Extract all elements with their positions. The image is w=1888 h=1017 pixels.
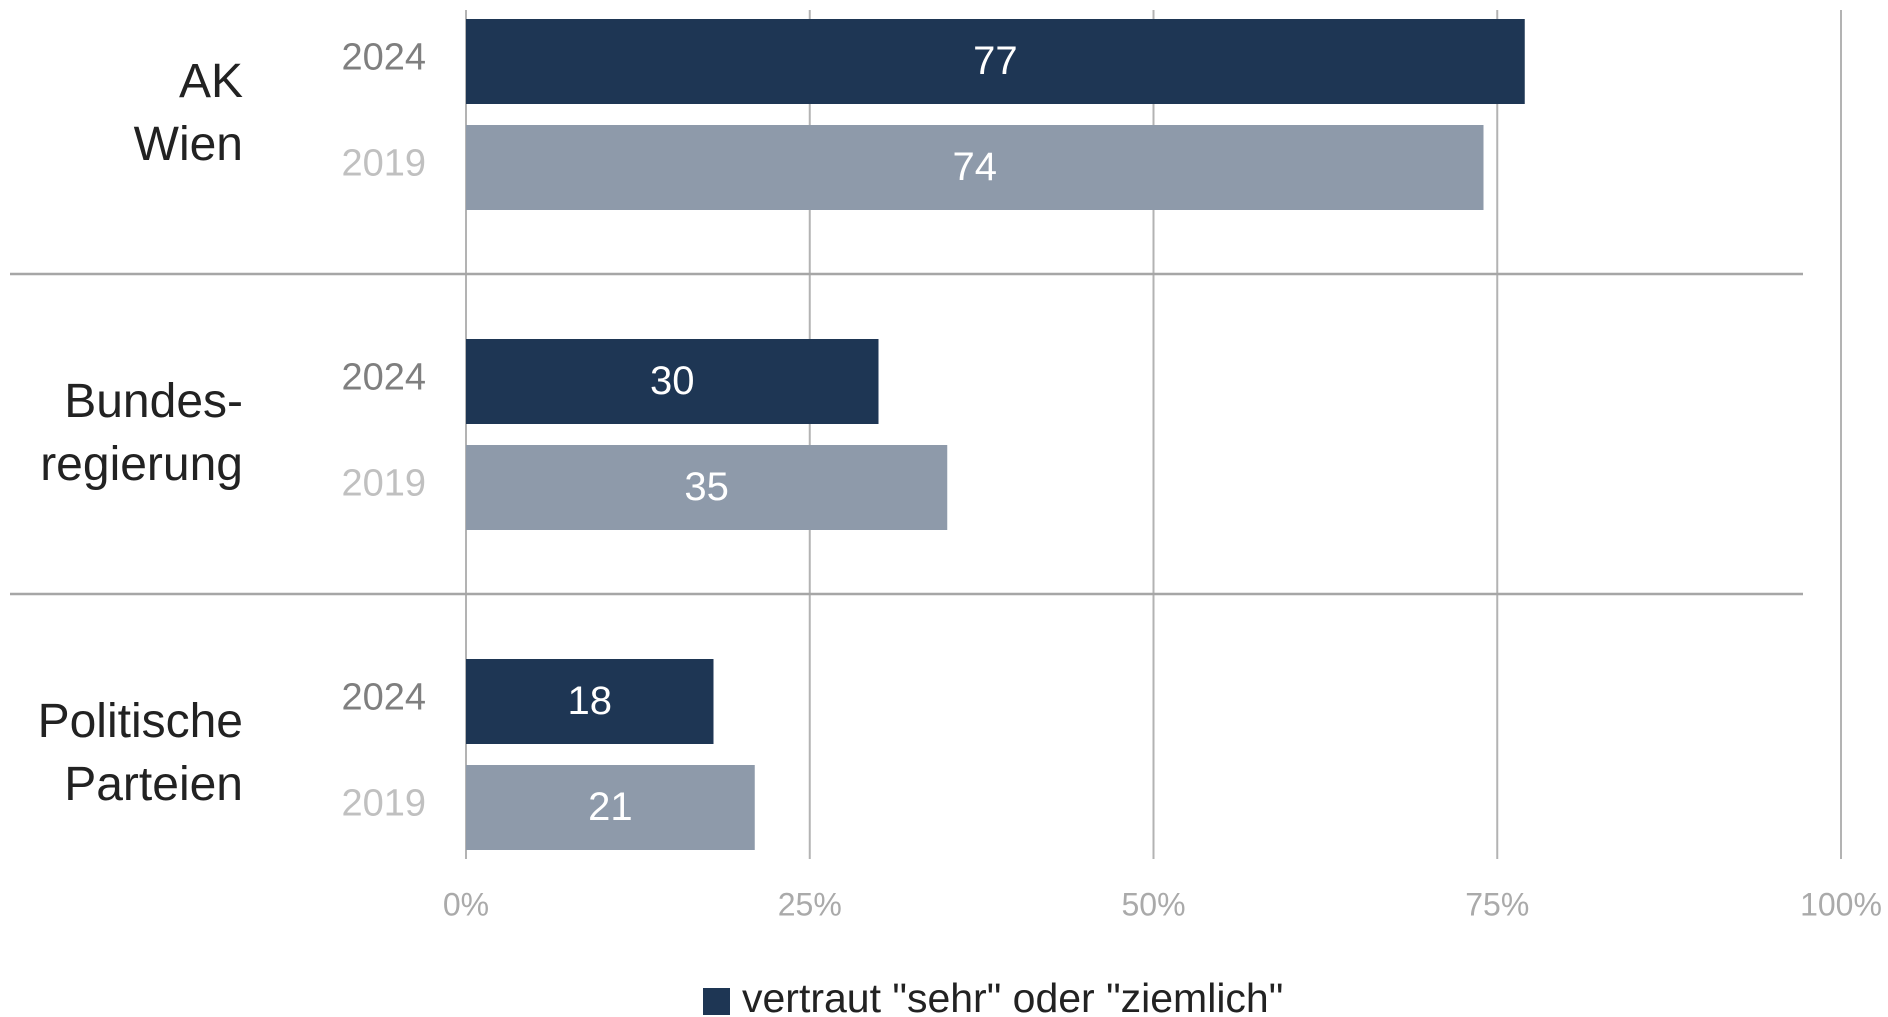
- x-tick-label: 100%: [1800, 886, 1882, 922]
- value-label: 77: [973, 39, 1018, 83]
- category-label: Politische: [38, 695, 243, 748]
- series-row-label: 2019: [341, 783, 426, 825]
- legend-swatch: [703, 988, 730, 1015]
- series-row-label: 2019: [341, 143, 426, 185]
- bar: [466, 125, 1484, 210]
- series-row-label: 2024: [341, 37, 426, 79]
- bar: [466, 765, 755, 850]
- x-tick-label: 0%: [443, 886, 489, 922]
- bar: [466, 19, 1525, 104]
- category-label: regierung: [40, 438, 243, 491]
- series-row-label: 2019: [341, 463, 426, 505]
- category-label: Wien: [134, 118, 243, 171]
- x-tick-label: 50%: [1121, 886, 1185, 922]
- category-label: Parteien: [64, 758, 243, 811]
- value-label: 74: [953, 145, 998, 189]
- category-label: AK: [179, 55, 243, 108]
- bar: [466, 339, 879, 424]
- x-tick-label: 25%: [778, 886, 842, 922]
- bar: [466, 659, 714, 744]
- series-row-label: 2024: [341, 677, 426, 719]
- bar: [466, 445, 948, 530]
- series-row-label: 2024: [341, 357, 426, 399]
- value-label: 35: [684, 465, 729, 509]
- value-label: 18: [568, 679, 613, 723]
- value-label: 30: [650, 359, 695, 403]
- legend-label: vertraut "sehr" oder "ziemlich": [742, 975, 1283, 1017]
- value-label: 21: [588, 785, 633, 829]
- x-tick-label: 75%: [1465, 886, 1529, 922]
- category-label: Bundes-: [64, 375, 243, 428]
